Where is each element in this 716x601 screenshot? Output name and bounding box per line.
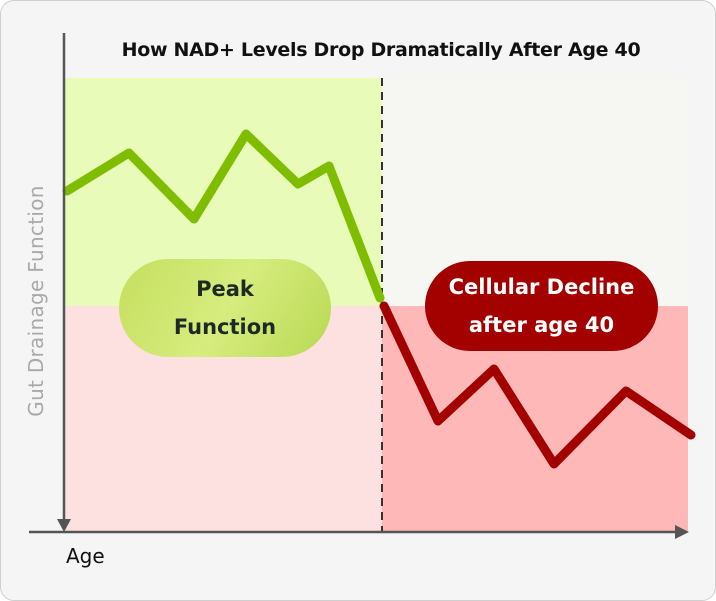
y-axis-label: Gut Drainage Function — [24, 185, 48, 417]
x-axis-arrow-icon — [675, 525, 689, 539]
peak-function-line — [62, 129, 385, 303]
y-axis-arrow-icon — [57, 519, 71, 532]
x-axis-label: Age — [66, 544, 105, 568]
decline-line — [379, 301, 696, 469]
peak-label-line2: Function — [173, 315, 277, 339]
decline-label-line2: after age 40 — [468, 313, 615, 337]
chart-title: How NAD+ Levels Drop Dramatically After … — [121, 39, 641, 61]
decline-label-line1: Cellular Decline — [448, 275, 635, 299]
cellular-decline-badge: Cellular Decline after age 40 — [425, 261, 658, 351]
peak-function-badge: Peak Function — [119, 259, 331, 357]
peak-label-line1: Peak — [196, 277, 254, 301]
